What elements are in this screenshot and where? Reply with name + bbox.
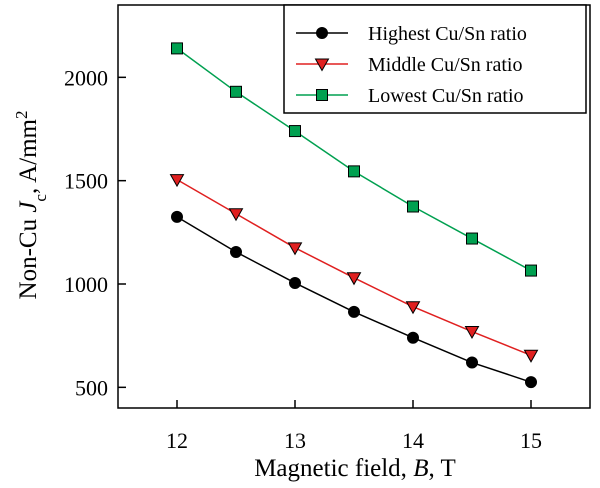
data-point — [346, 272, 362, 286]
y-axis-title-italic: J — [15, 200, 42, 213]
x-axis-title-pre: Magnetic field, — [254, 455, 413, 482]
y-axis-title-sub: c — [31, 194, 50, 202]
series-3 — [171, 42, 537, 277]
legend-marker — [316, 27, 328, 39]
data-point — [171, 210, 183, 223]
x-tick-label: 12 — [166, 428, 188, 453]
legend: Highest Cu/Sn ratio Middle Cu/Sn ratio Low… — [283, 4, 587, 114]
y-tick-label: 2000 — [64, 65, 108, 90]
data-point — [405, 301, 421, 315]
legend-marker — [316, 89, 328, 101]
data-point — [466, 232, 478, 245]
x-tick-label: 14 — [402, 428, 424, 453]
data-point — [525, 376, 537, 389]
data-point — [289, 276, 301, 289]
data-point — [230, 245, 242, 258]
data-point — [407, 200, 419, 213]
y-axis-title-post: , A/mm — [15, 118, 42, 194]
data-point — [230, 85, 242, 98]
y-tick-label: 500 — [75, 375, 108, 400]
axes: 12 13 14 15 500 1000 1500 2000 — [64, 4, 591, 453]
data-point — [464, 326, 480, 340]
x-axis-title: Magnetic field, B, T — [254, 455, 456, 482]
data-point — [171, 42, 183, 55]
series-2 — [169, 174, 539, 363]
x-axis-title-italic: B — [413, 455, 428, 482]
data-point — [287, 242, 303, 256]
data-point — [348, 165, 360, 178]
data-point — [289, 125, 301, 138]
y-axis-title-pre: Non-Cu — [15, 213, 42, 300]
data-point — [523, 349, 539, 363]
y-tick-label: 1000 — [64, 272, 108, 297]
x-tick-label: 15 — [520, 428, 542, 453]
x-axis-title-post: , T — [428, 455, 455, 482]
legend-label: Highest Cu/Sn ratio — [368, 23, 527, 45]
x-tick-label: 13 — [284, 428, 306, 453]
data-point — [169, 174, 185, 188]
data-point — [228, 208, 244, 222]
y-tick-label: 1500 — [64, 169, 108, 194]
legend-label: Middle Cu/Sn ratio — [368, 54, 522, 76]
data-point — [348, 305, 360, 318]
series-layer — [169, 42, 539, 389]
y-axis-title-sup: 2 — [12, 111, 31, 120]
data-point — [525, 264, 537, 277]
data-point — [466, 356, 478, 369]
series-line — [176, 178, 532, 356]
series-1 — [171, 210, 537, 389]
legend-label: Lowest Cu/Sn ratio — [368, 85, 524, 107]
y-axis-title: Non-Cu Jc, A/mm2 — [12, 111, 50, 300]
legend-marker — [314, 58, 330, 72]
data-point — [407, 331, 419, 344]
